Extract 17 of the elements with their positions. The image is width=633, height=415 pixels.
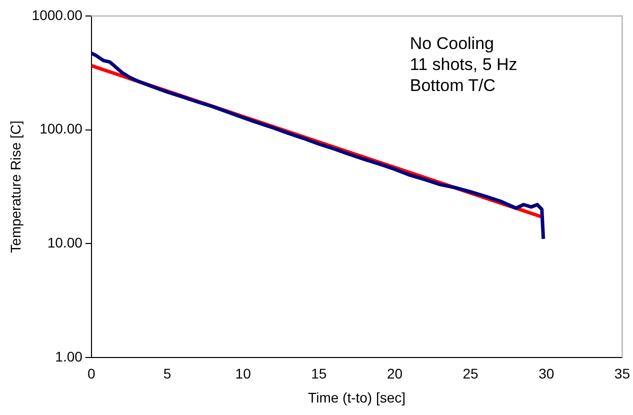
y-tick-label: 1.00 bbox=[55, 348, 83, 364]
x-axis-title: Time (t-to) [sec] bbox=[308, 389, 406, 406]
x-tick-label: 0 bbox=[88, 366, 96, 382]
x-tick-label: 30 bbox=[538, 366, 554, 382]
x-tick-label: 15 bbox=[311, 366, 327, 382]
x-tick-label: 20 bbox=[386, 366, 403, 382]
x-tick-label: 25 bbox=[462, 366, 479, 382]
y-tick-label: 1000.00 bbox=[32, 6, 83, 23]
y-axis-title: Temperature Rise [C] bbox=[7, 120, 24, 253]
y-tick-label: 10.00 bbox=[47, 234, 83, 250]
y-tick-label: 100.00 bbox=[40, 120, 83, 137]
annotation: No Cooling bbox=[410, 34, 494, 54]
annotation: Bottom T/C bbox=[410, 76, 496, 96]
x-tick-label: 5 bbox=[163, 366, 172, 382]
x-tick-label: 35 bbox=[614, 366, 630, 382]
x-tick-label: 10 bbox=[235, 366, 252, 382]
annotation: 11 shots, 5 Hz bbox=[410, 55, 518, 74]
